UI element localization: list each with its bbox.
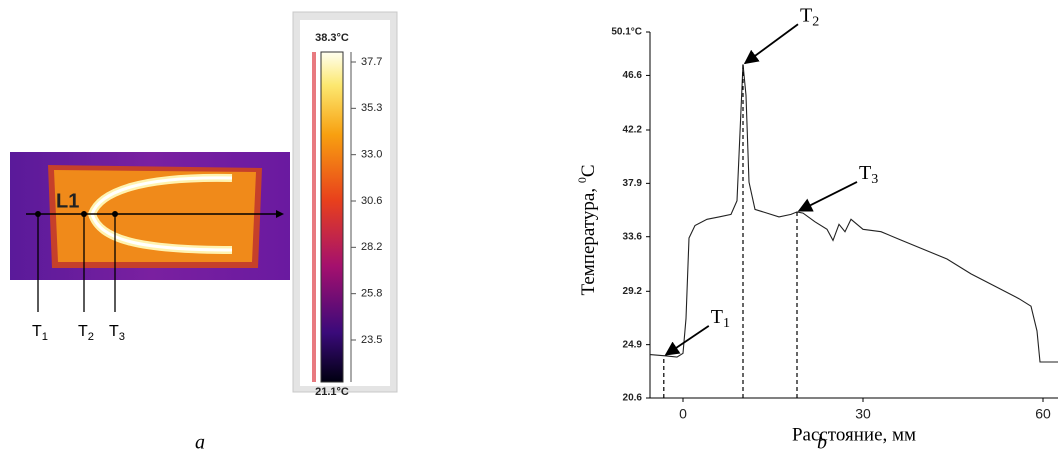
x-tick-label: 60 (1035, 406, 1051, 422)
colorbar-panel: 38.3°C 21.1°C (292, 11, 398, 398)
marker-arrow (797, 181, 858, 212)
x-tick-label: 0 (679, 406, 687, 422)
colorbar-ticks: 37.7 35.3 33.0 30.6 28.2 25.8 23.5 (351, 56, 382, 346)
marker-subscript: 3 (119, 331, 125, 343)
colorbar-tick-label: 37.7 (361, 56, 382, 68)
thermal-markers: T1 T2 T3 (32, 211, 125, 343)
colorbar-max: 38.3°C (315, 32, 349, 44)
line-label: L1 (56, 190, 79, 212)
marker-subscript: 1 (723, 316, 730, 331)
marker-subscript: 1 (42, 331, 48, 343)
profile-line-end (276, 210, 284, 218)
colorbar-tick-label: 30.6 (361, 195, 382, 207)
marker-arrow (743, 23, 799, 65)
y-axis-label-unit: C (578, 164, 599, 177)
marker-subscript: 2 (88, 331, 94, 343)
caption: a (195, 432, 205, 454)
plate (54, 170, 256, 262)
colorbar-tick-label: 25.8 (361, 288, 382, 300)
y-tick-label: 42.2 (623, 125, 643, 136)
marker-label: T1 (711, 305, 730, 331)
marker-label: T3 (859, 161, 878, 187)
marker-label: T2 (800, 4, 819, 30)
colorbar-tick-label: 35.3 (361, 102, 382, 114)
x-axis-label: Расстояние, мм (792, 424, 916, 445)
y-axis-label-text: Температура, (578, 183, 599, 295)
colorbar-tick-label: 28.2 (361, 241, 382, 253)
y-tick-label: 46.6 (623, 70, 643, 81)
marker-letter: T (78, 323, 88, 340)
colorbar-min: 21.1°C (315, 386, 349, 398)
marker-label: T1 (32, 323, 48, 343)
marker-letter: T (711, 305, 723, 327)
y-axis-label: Температура, 0C (575, 164, 600, 295)
y-tick-label: 20.6 (623, 393, 643, 404)
marker-subscript: 2 (812, 14, 819, 29)
y-tick-label: 37.9 (623, 178, 643, 189)
x-tick-label: 30 (855, 406, 871, 422)
colorbar-tick-label: 33.0 (361, 149, 382, 161)
colorbar (320, 51, 344, 383)
colorbar-tick-label: 23.5 (361, 334, 382, 346)
thermal-image: L1 (10, 152, 290, 280)
marker-arrow (664, 325, 710, 356)
y-tick-label: 24.9 (623, 339, 643, 350)
y-tick-label: 50.1°C (611, 27, 642, 38)
marker-letter: T (859, 161, 871, 183)
y-axis-label-sup: 0 (575, 177, 589, 183)
marker-label: T3 (109, 323, 125, 343)
y-tick-label: 29.2 (623, 286, 643, 297)
marker-letter: T (800, 4, 812, 26)
y-tick-label: 33.6 (623, 231, 643, 242)
marker-letter: T (32, 323, 42, 340)
data-line (649, 64, 1058, 363)
marker-letter: T (109, 323, 119, 340)
marker-subscript: 3 (871, 172, 878, 187)
marker-label: T2 (78, 323, 94, 343)
caption: b (817, 432, 827, 454)
line-chart: 20.624.929.233.637.942.246.650.1°C0 30 60Р… (575, 4, 1058, 445)
range-strip (312, 52, 316, 382)
